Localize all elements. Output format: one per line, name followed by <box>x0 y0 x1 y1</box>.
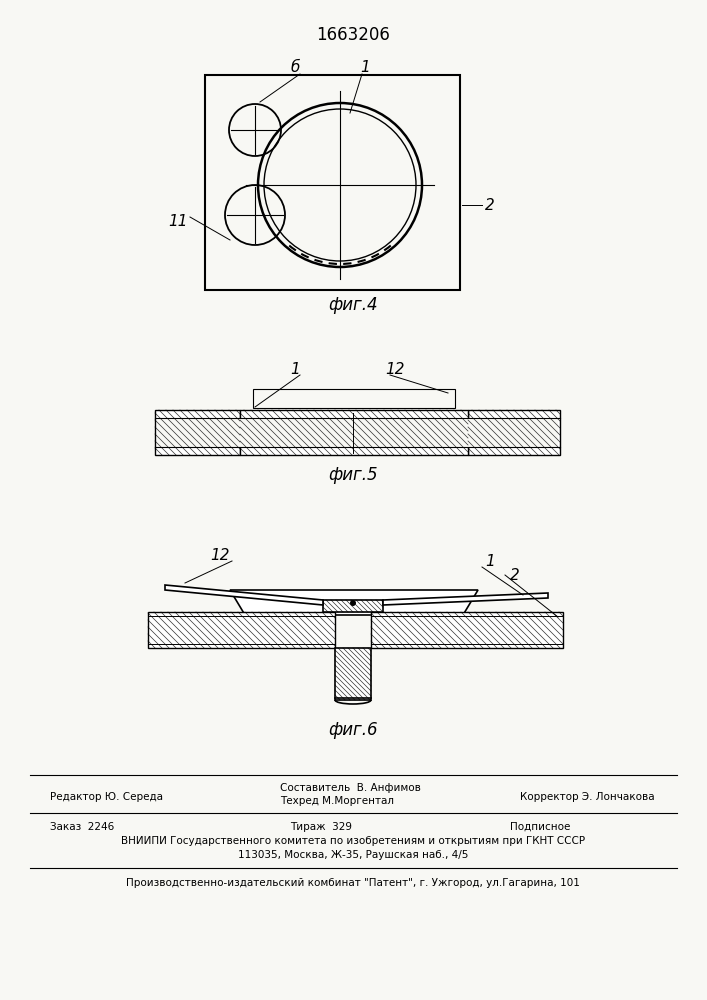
Text: фиг.5: фиг.5 <box>328 466 378 484</box>
Text: 12: 12 <box>385 362 404 377</box>
Text: Заказ  2246: Заказ 2246 <box>50 822 115 832</box>
Text: Техред М.Моргентал: Техред М.Моргентал <box>280 796 394 806</box>
Text: 12: 12 <box>210 548 230 562</box>
Text: Подписное: Подписное <box>510 822 571 832</box>
Text: Корректор Э. Лончакова: Корректор Э. Лончакова <box>520 792 655 802</box>
Polygon shape <box>240 410 468 455</box>
Polygon shape <box>253 389 455 408</box>
Polygon shape <box>155 410 240 455</box>
Text: фиг.6: фиг.6 <box>328 721 378 739</box>
Polygon shape <box>468 410 560 455</box>
Polygon shape <box>371 612 563 648</box>
Text: фиг.4: фиг.4 <box>328 296 378 314</box>
Text: Производственно-издательский комбинат "Патент", г. Ужгород, ул.Гагарина, 101: Производственно-издательский комбинат "П… <box>126 878 580 888</box>
Text: ВНИИПИ Государственного комитета по изобретениям и открытиям при ГКНТ СССР: ВНИИПИ Государственного комитета по изоб… <box>121 836 585 846</box>
Text: б: б <box>291 60 300 76</box>
Polygon shape <box>230 590 478 615</box>
Text: Тираж  329: Тираж 329 <box>290 822 352 832</box>
Polygon shape <box>383 593 548 605</box>
Text: Редактор Ю. Середа: Редактор Ю. Середа <box>50 792 163 802</box>
Text: 1: 1 <box>290 362 300 377</box>
Polygon shape <box>148 612 335 648</box>
Text: 1: 1 <box>485 554 495 570</box>
Circle shape <box>350 600 356 606</box>
Polygon shape <box>157 418 558 447</box>
Text: 1663206: 1663206 <box>316 26 390 44</box>
Text: Составитель  В. Анфимов: Составитель В. Анфимов <box>280 783 421 793</box>
Text: 2: 2 <box>485 198 495 213</box>
Text: 2: 2 <box>510 568 520 582</box>
Polygon shape <box>323 600 383 612</box>
Polygon shape <box>335 648 371 700</box>
Polygon shape <box>165 585 323 605</box>
Text: 113035, Москва, Ж-35, Раушская наб., 4/5: 113035, Москва, Ж-35, Раушская наб., 4/5 <box>238 850 468 860</box>
Text: 11: 11 <box>168 215 188 230</box>
Text: 1: 1 <box>360 60 370 76</box>
